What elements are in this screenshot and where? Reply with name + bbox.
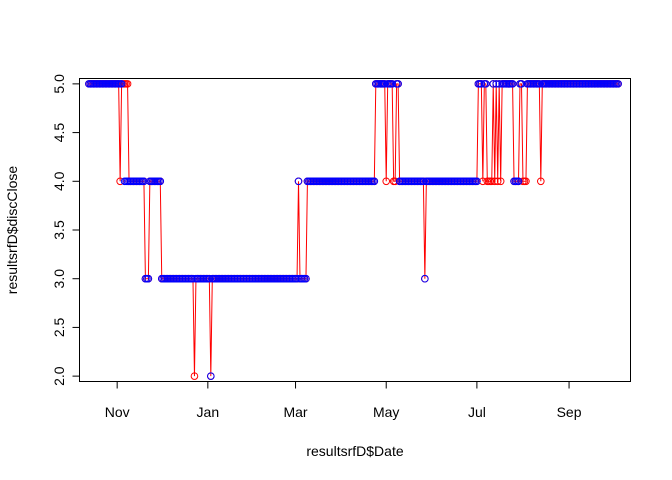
y-axis: 2.0 2.5 3.0 3.5 4.0 4.5 5.0 <box>51 74 80 386</box>
x-tick-label: Sep <box>557 404 582 420</box>
data-point-blue <box>514 177 523 186</box>
series-layer <box>85 80 622 380</box>
data-point-blue <box>207 372 215 380</box>
data-point-blue <box>495 80 503 88</box>
data-point-red <box>391 177 399 186</box>
series-line-red <box>88 83 619 377</box>
data-point-red <box>190 372 199 380</box>
y-tick-label: 2.0 <box>51 366 67 386</box>
data-point-red <box>479 177 487 186</box>
y-tick-label: 4.0 <box>51 171 67 191</box>
data-point-blue <box>189 274 197 283</box>
y-tick-label: 3.5 <box>51 220 67 240</box>
data-point-blue <box>156 177 165 186</box>
data-point-blue <box>482 80 490 88</box>
data-point-red <box>382 177 391 186</box>
x-axis-label: resultsrfD$Date <box>306 443 403 459</box>
x-tick-label: Nov <box>105 404 130 420</box>
x-tick-label: Jan <box>197 404 220 420</box>
data-point-blue <box>370 177 379 186</box>
data-point-red <box>116 177 124 186</box>
x-tick-label: Mar <box>283 404 307 420</box>
series-blue <box>85 80 622 380</box>
data-point-red <box>496 177 505 186</box>
data-point-blue <box>473 177 481 186</box>
series-red <box>85 80 622 380</box>
data-point-red <box>493 177 502 186</box>
data-point-blue <box>419 177 428 186</box>
data-point-blue <box>294 177 303 186</box>
y-tick-label: 4.5 <box>51 123 67 143</box>
data-point-blue <box>492 80 501 88</box>
y-tick-label: 3.0 <box>51 269 67 289</box>
x-tick-label: Jul <box>468 404 486 420</box>
data-point-blue <box>508 80 517 88</box>
data-point-red <box>487 177 496 186</box>
data-point-red <box>123 80 132 88</box>
y-tick-label: 5.0 <box>51 74 67 94</box>
x-tick-label: May <box>373 404 399 420</box>
data-point-red <box>537 177 545 186</box>
data-point-blue <box>535 80 544 88</box>
x-axis: Nov Jan Mar May Jul Sep <box>105 381 582 420</box>
data-point-blue <box>394 80 402 88</box>
y-tick-label: 2.5 <box>51 317 67 337</box>
data-point-blue <box>293 274 301 283</box>
data-point-blue <box>614 80 622 88</box>
data-point-blue <box>388 80 396 88</box>
data-point-red <box>490 177 499 186</box>
data-point-blue <box>477 80 486 88</box>
data-point-blue <box>302 274 310 283</box>
data-point-blue <box>517 80 526 88</box>
data-point-blue <box>380 80 389 88</box>
data-point-blue <box>140 177 148 186</box>
data-point-blue <box>489 80 498 88</box>
plot-box <box>79 78 631 382</box>
data-point-blue <box>117 80 126 88</box>
data-point-red <box>522 177 530 186</box>
data-point-blue <box>144 274 153 283</box>
y-axis-label: resultsrfD$discClose <box>4 166 20 295</box>
data-point-blue <box>205 274 214 283</box>
data-point-blue <box>421 274 429 283</box>
